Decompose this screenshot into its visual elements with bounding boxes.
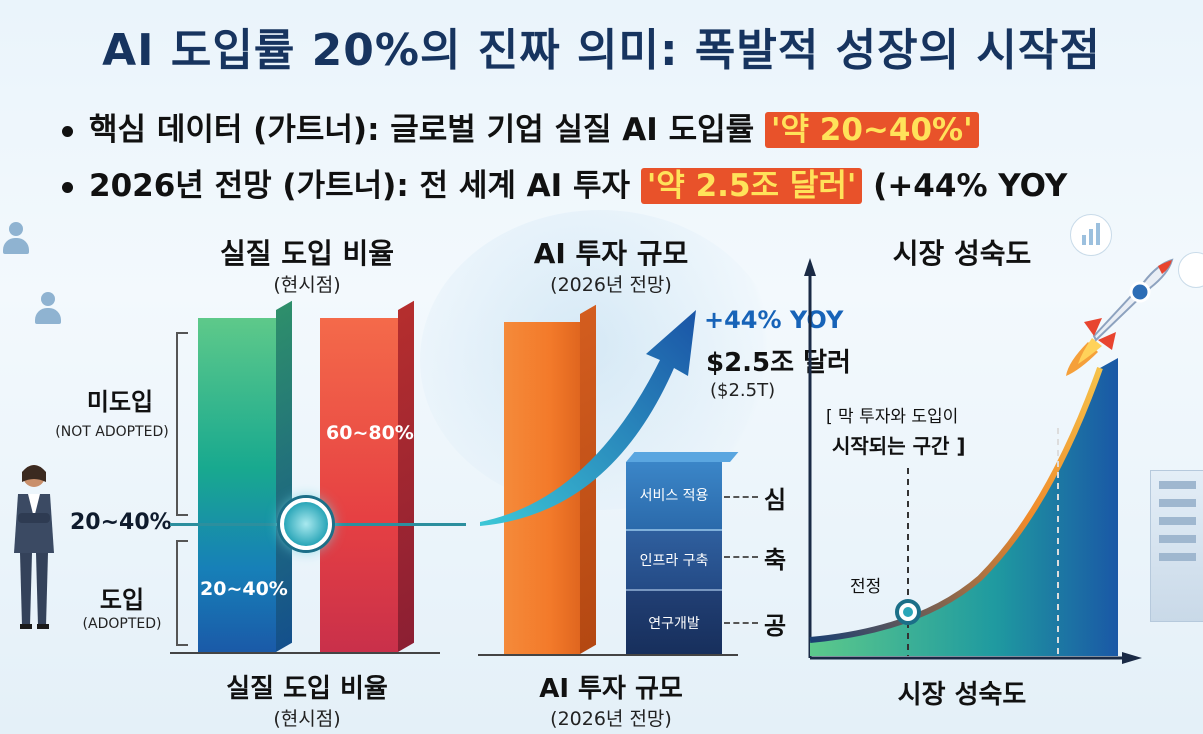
stack-segment-service: 서비스 적용 [626,462,722,531]
annotation-line2: 시작되는 구간 ] [832,434,966,458]
not-adopted-bar-side [398,300,414,652]
panel1-subheading: (현시점) [273,274,341,296]
investment-amount: $2.5조 달러 [706,348,851,378]
highlight-badge: '약 2.5조 달러' [640,168,863,204]
panel3-heading: 시장 성숙도 [892,237,1032,270]
annotation-line1: [ 막 투자와 도입이 [826,407,959,427]
network-icon [1178,252,1203,288]
adopted-label: 도입 [99,586,145,614]
leader-line [724,622,758,624]
adopted-bar-label: 20~40% [200,578,288,600]
leader-line [724,556,758,558]
adopted-bar [198,318,276,652]
panel2-heading: AI 투자 규모 [533,237,689,270]
bullet-text: 핵심 데이터 (가트너): 글로벌 기업 실질 AI 도입률 [89,112,765,148]
panel3-footer: 시장 성숙도 [897,680,1027,710]
bullet-key-data: 핵심 데이터 (가트너): 글로벌 기업 실질 AI 도입률 '약 20~40%… [62,104,979,149]
panel1-heading: 실질 도입 비율 [219,237,395,270]
maturity-curve [804,258,1142,664]
not-adopted-bracket [176,332,188,516]
growth-arrow-icon [480,310,696,526]
user-icon [2,222,30,258]
bullet-text: 2026년 전망 (가트너): 전 세계 AI 투자 [89,168,641,204]
businesswoman-icon [14,465,54,629]
not-adopted-bar [320,318,398,652]
chart-icon [1070,214,1112,256]
side-char-1: 심 [764,486,787,514]
growth-rate: +44% YOY [704,306,844,334]
point-label: 전정 [850,577,882,597]
rocket-icon [1066,258,1174,376]
investment-stack-top [626,452,739,462]
bullet-suffix: (+44% YOY [862,168,1068,204]
marker-label: 20~40% [70,510,172,535]
adopted-bracket [176,540,188,646]
side-char-2: 축 [764,546,787,574]
panel2-baseline [478,654,738,656]
panel2-footer-sub: (2026년 전망) [550,708,672,730]
bullet-dot-icon [62,126,73,137]
side-char-3: 공 [764,612,787,640]
bullet-forecast: 2026년 전망 (가트너): 전 세계 AI 투자 '약 2.5조 달러' (… [62,160,1067,205]
bullet-dot-icon [62,182,73,193]
page-title: AI 도입률 20%의 진짜 의미: 폭발적 성장의 시작점 [102,25,1101,76]
stack-segment-infra: 인프라 구축 [626,530,722,592]
panel2-footer: AI 투자 규모 [539,674,683,704]
user-icon [34,292,62,328]
not-adopted-sublabel: (NOT ADOPTED) [55,424,169,440]
panel1-footer: 실질 도입 비율 [226,674,388,704]
not-adopted-bar-label: 60~80% [326,422,414,444]
investment-amount-sub: ($2.5T) [710,380,776,401]
stack-segment-rnd: 연구개발 [626,591,722,654]
server-icon [1150,470,1203,622]
marker-ring-icon [280,498,332,550]
panel1-footer-sub: (현시점) [273,708,341,730]
highlight-badge: '약 20~40%' [764,112,979,148]
panel1-baseline [170,652,440,654]
not-adopted-label: 미도입 [86,388,154,416]
adopted-sublabel: (ADOPTED) [82,616,162,632]
leader-line [724,496,758,498]
panel2-subheading: (2026년 전망) [550,274,672,296]
investment-stack: 서비스 적용 인프라 구축 연구개발 [626,462,722,654]
